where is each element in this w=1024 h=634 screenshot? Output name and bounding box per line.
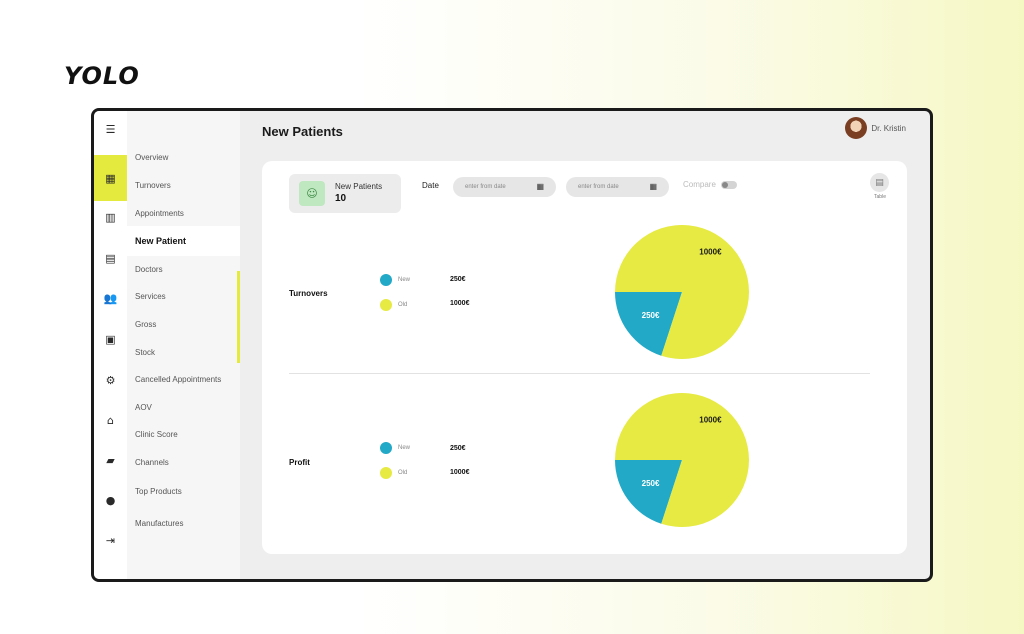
sidebar-item-cancelled-appointments[interactable]: Cancelled Appointments bbox=[135, 374, 222, 384]
legend-value-old: 1000€ bbox=[450, 300, 470, 307]
sidebar-item-doctors[interactable]: Doctors bbox=[135, 264, 163, 274]
sidebar-item-services[interactable]: Services bbox=[135, 291, 166, 301]
pie-slice-new bbox=[615, 460, 682, 524]
table-view-button[interactable]: ▤ Table bbox=[870, 173, 890, 200]
logout-icon[interactable]: ⇥ bbox=[105, 533, 116, 547]
users-icon[interactable]: 👥 bbox=[103, 291, 118, 305]
legend-value-new: 250€ bbox=[450, 276, 466, 283]
sidebar-menu: Overview Turnovers Appointments New Pati… bbox=[127, 111, 240, 579]
legend-label-old: Old bbox=[398, 470, 408, 476]
date-to-input[interactable]: enter from date ▦ bbox=[566, 177, 669, 197]
pie-label-old: 1000€ bbox=[699, 247, 722, 256]
page-title: New Patients bbox=[262, 124, 343, 139]
sidebar-item-gross[interactable]: Gross bbox=[135, 319, 157, 329]
user-menu[interactable]: Dr. Kristin bbox=[845, 117, 906, 139]
patients-icon: ☺ bbox=[299, 181, 325, 206]
document-icon[interactable]: ▤ bbox=[105, 251, 116, 265]
account-icon[interactable]: ● bbox=[105, 493, 116, 507]
section-title-profit: Profit bbox=[289, 458, 310, 467]
briefcase-icon[interactable]: ▰ bbox=[106, 453, 115, 467]
legend-dot-old bbox=[380, 299, 392, 311]
table-icon[interactable]: ▤ bbox=[870, 173, 889, 192]
clipboard-icon[interactable]: ▣ bbox=[105, 332, 116, 346]
legend-value-old: 1000€ bbox=[450, 469, 470, 476]
sidebar-item-aov[interactable]: AOV bbox=[135, 402, 152, 412]
sidebar-item-turnovers[interactable]: Turnovers bbox=[135, 180, 171, 190]
date-to-placeholder: enter from date bbox=[578, 184, 619, 190]
calendar-icon[interactable]: ▦ bbox=[536, 182, 544, 191]
summary-label: New Patients bbox=[335, 182, 383, 191]
pie-label-new: 250€ bbox=[642, 479, 660, 488]
sidebar-item-manufactures[interactable]: Manufactures bbox=[135, 518, 184, 528]
legend-label-old: Old bbox=[398, 302, 408, 308]
calendar-icon[interactable]: ▥ bbox=[105, 210, 116, 224]
sidebar-item-top-products[interactable]: Top Products bbox=[135, 486, 182, 496]
compare-toggle[interactable] bbox=[720, 180, 737, 189]
sidebar-item-new-patient[interactable]: New Patient bbox=[127, 226, 240, 256]
compare-label: Compare bbox=[683, 180, 716, 189]
date-label: Date bbox=[422, 181, 439, 190]
pie-slice-old bbox=[615, 392, 749, 527]
profit-pie-chart: 250€ 1000€ bbox=[615, 392, 749, 527]
legend-dot-new bbox=[380, 274, 392, 286]
pie-label-old: 1000€ bbox=[699, 415, 722, 424]
legend-dot-old bbox=[380, 467, 392, 479]
table-label: Table bbox=[874, 194, 886, 200]
legend-label-new: New bbox=[398, 277, 411, 283]
summary-value: 10 bbox=[335, 193, 347, 204]
menu-icon[interactable]: ☰ bbox=[105, 122, 116, 136]
turnovers-pie-chart: 250€ 1000€ bbox=[615, 224, 749, 359]
sidebar-item-clinic-score[interactable]: Clinic Score bbox=[135, 429, 178, 439]
legend-label-new: New bbox=[398, 445, 411, 451]
legend-value-new: 250€ bbox=[450, 445, 466, 452]
brand-logo: YOLO bbox=[64, 62, 140, 90]
date-from-placeholder: enter from date bbox=[465, 184, 506, 190]
user-name: Dr. Kristin bbox=[871, 123, 906, 133]
pie-label-new: 250€ bbox=[642, 311, 660, 320]
section-title-turnovers: Turnovers bbox=[289, 289, 328, 298]
avatar[interactable] bbox=[845, 117, 868, 139]
sidebar-item-channels[interactable]: Channels bbox=[135, 457, 169, 467]
date-from-input[interactable]: enter from date ▦ bbox=[453, 177, 556, 197]
app-window: ☰ ▦ ▥ ▤ 👥 ▣ ⚙ ⌂ ▰ ● ⇥ Overview Turnovers… bbox=[91, 108, 933, 582]
section-divider bbox=[289, 373, 870, 374]
compare-control[interactable]: Compare bbox=[683, 180, 737, 189]
bank-icon[interactable]: ⌂ bbox=[107, 413, 114, 427]
sidebar-item-stock[interactable]: Stock bbox=[135, 347, 156, 357]
sidebar-item-appointments[interactable]: Appointments bbox=[135, 208, 184, 218]
dashboard-icon[interactable]: ▦ bbox=[94, 155, 127, 201]
pie-slice-new bbox=[615, 292, 682, 356]
pie-slice-old bbox=[615, 224, 749, 359]
icon-rail: ☰ ▦ ▥ ▤ 👥 ▣ ⚙ ⌂ ▰ ● ⇥ bbox=[94, 111, 127, 579]
gear-icon[interactable]: ⚙ bbox=[105, 373, 116, 387]
main-content: New Patients Dr. Kristin ☺ New Patients … bbox=[240, 111, 930, 579]
new-patients-summary: ☺ New Patients 10 bbox=[289, 174, 401, 213]
calendar-icon[interactable]: ▦ bbox=[649, 182, 657, 191]
sidebar-item-overview[interactable]: Overview bbox=[135, 152, 169, 162]
legend-dot-new bbox=[380, 442, 392, 454]
report-card: ☺ New Patients 10 Date enter from date ▦… bbox=[262, 161, 907, 554]
sidebar-scrollbar[interactable] bbox=[237, 271, 240, 363]
